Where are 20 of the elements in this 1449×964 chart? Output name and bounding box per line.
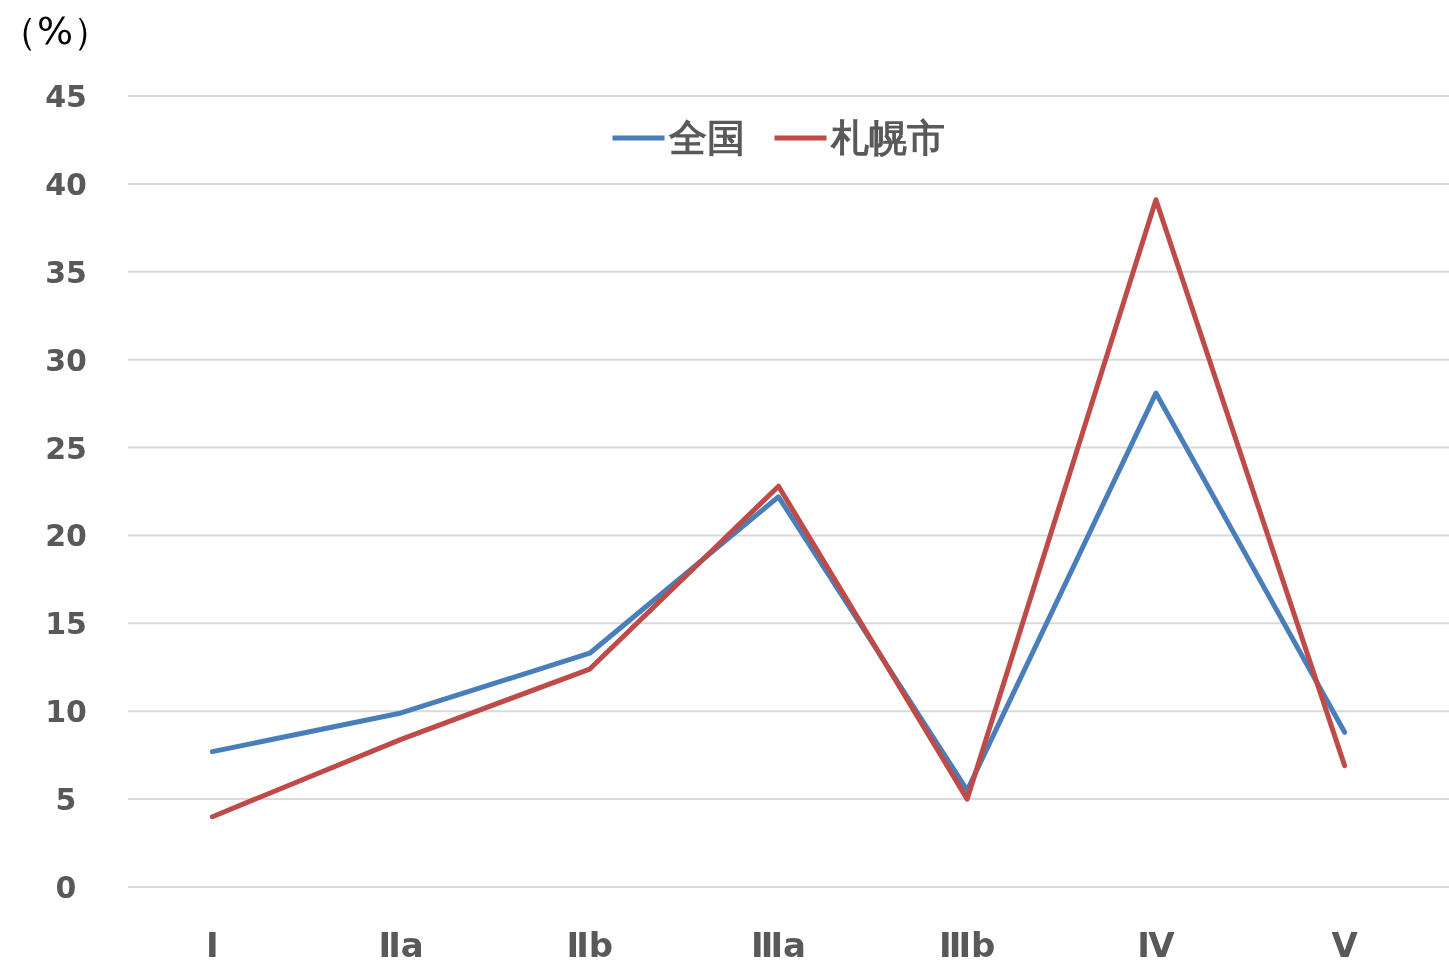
- x-tick-label: Ⅰ: [206, 925, 219, 964]
- legend-label: 全国: [667, 116, 745, 160]
- y-tick-label: 20: [45, 518, 87, 554]
- y-axis-title: （%）: [0, 9, 112, 53]
- x-tick-label: Ⅲb: [938, 925, 996, 964]
- y-tick-label: 40: [45, 166, 87, 202]
- x-tick-label: Ⅳ: [1137, 925, 1176, 964]
- y-tick-label: 0: [55, 870, 77, 905]
- x-tick-label: Ⅱa: [378, 925, 424, 964]
- x-tick-label: Ⅲa: [750, 925, 807, 964]
- y-tick-label: 10: [45, 694, 87, 730]
- y-tick-label: 15: [45, 606, 87, 642]
- y-tick-label: 5: [55, 782, 77, 818]
- y-tick-label: 25: [45, 430, 87, 466]
- x-tick-label: Ⅱb: [566, 925, 614, 964]
- y-tick-label: 45: [45, 79, 87, 114]
- y-tick-label: 30: [45, 342, 87, 378]
- legend-label: 札幌市: [829, 116, 945, 160]
- x-tick-label: Ⅴ: [1331, 925, 1359, 964]
- y-tick-label: 35: [45, 254, 87, 290]
